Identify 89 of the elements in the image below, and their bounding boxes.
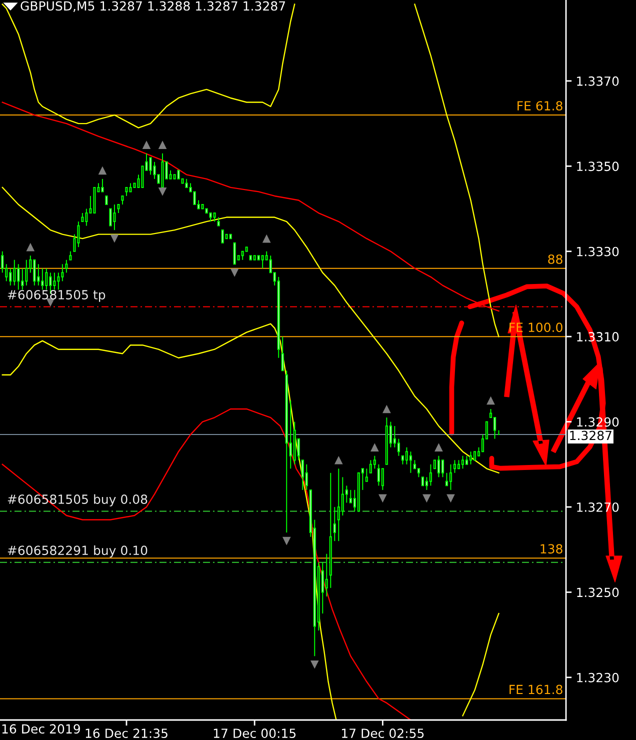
point: [370, 443, 379, 452]
candlestick: [65, 259, 68, 274]
candlestick: [281, 336, 284, 372]
point: [26, 242, 35, 252]
point: [230, 268, 239, 277]
candlestick: [453, 460, 456, 474]
candlestick: [377, 464, 380, 486]
ref-line-label: FE 161.8: [510, 684, 562, 694]
candlestick: [449, 464, 452, 490]
candlestick: [393, 426, 396, 448]
ref-line-label: FE 61.8: [518, 101, 562, 111]
candlestick: [409, 451, 412, 474]
point: [334, 456, 343, 464]
y-tick-label: 1.3370: [577, 76, 619, 86]
annotation: 88: [548, 254, 562, 264]
point: [158, 140, 167, 150]
ref-line-label: #606582291 buy 0.10: [8, 545, 148, 558]
ref-line-label: #606581505 tp: [8, 290, 106, 302]
candlestick: [437, 455, 440, 478]
candlestick: [21, 268, 24, 290]
candlestick: [85, 208, 88, 226]
annotation: 138: [540, 544, 562, 554]
candlestick: [13, 259, 16, 286]
candlestick: [61, 264, 64, 282]
candlestick: [349, 489, 352, 504]
point: [262, 234, 271, 243]
point: [382, 404, 391, 414]
candlestick: [1, 250, 4, 274]
point: [486, 396, 495, 405]
point: [446, 494, 455, 503]
candlestick: [149, 157, 152, 176]
point: [422, 494, 431, 503]
candlestick: [45, 268, 48, 290]
candlestick: [33, 259, 36, 286]
candlestick: [141, 166, 144, 188]
candlestick: [461, 455, 464, 470]
candlestick: [441, 460, 444, 478]
point: [158, 188, 167, 196]
candlestick: [77, 221, 80, 248]
candlestick: [469, 451, 472, 465]
candlestick: [261, 255, 264, 269]
candlestick: [381, 468, 384, 490]
candlestick: [113, 204, 116, 231]
candlestick: [301, 460, 304, 490]
candlestick: [493, 417, 496, 440]
y-tick-label: 1.3250: [577, 588, 619, 598]
candlestick: [405, 446, 408, 465]
candlestick: [325, 553, 328, 597]
candlestick: [221, 230, 224, 244]
candlestick: [37, 264, 40, 286]
candlestick: [365, 468, 368, 482]
candlestick: [305, 464, 308, 490]
x-tick-label: 16 Dec 21:35: [86, 728, 168, 738]
candlestick: [373, 455, 376, 470]
candlestick: [17, 264, 20, 290]
candlestick: [445, 472, 448, 486]
candlestick: [53, 272, 56, 290]
candlestick: [369, 460, 372, 474]
y-tick-label: 1.3350: [577, 162, 619, 172]
candlestick: [425, 476, 428, 490]
point: [310, 660, 319, 669]
point: [434, 443, 443, 452]
candlestick: [429, 464, 432, 486]
text: 16 Dec 2019: [2, 724, 80, 734]
candlestick: [397, 438, 400, 456]
line-series: [2, 186, 500, 474]
candlestick: [337, 468, 340, 542]
point: [142, 140, 151, 150]
chart-title: GBPUSD,M5 1.3287 1.3288 1.3287 1.3287: [20, 1, 285, 12]
point: [98, 166, 107, 175]
x-tick-label: 17 Dec 02:55: [342, 728, 424, 738]
candlestick: [101, 178, 104, 192]
candlestick: [109, 208, 112, 226]
candlestick: [153, 161, 156, 180]
point: [282, 536, 291, 546]
point: [378, 494, 387, 503]
candlestick: [41, 268, 44, 290]
candlestick: [25, 259, 28, 286]
y-tick-label: 1.3330: [577, 246, 619, 256]
candlestick: [341, 476, 344, 516]
text: 1.3287: [570, 430, 612, 440]
x-tick-label: 17 Dec 00:15: [214, 728, 296, 738]
line-series: [2, 408, 412, 720]
point: [110, 234, 119, 243]
candlestick: [333, 506, 336, 542]
candlestick: [9, 268, 12, 286]
y-tick-label: 1.3230: [577, 672, 619, 682]
candlestick: [233, 242, 236, 265]
candlestick: [57, 272, 60, 290]
